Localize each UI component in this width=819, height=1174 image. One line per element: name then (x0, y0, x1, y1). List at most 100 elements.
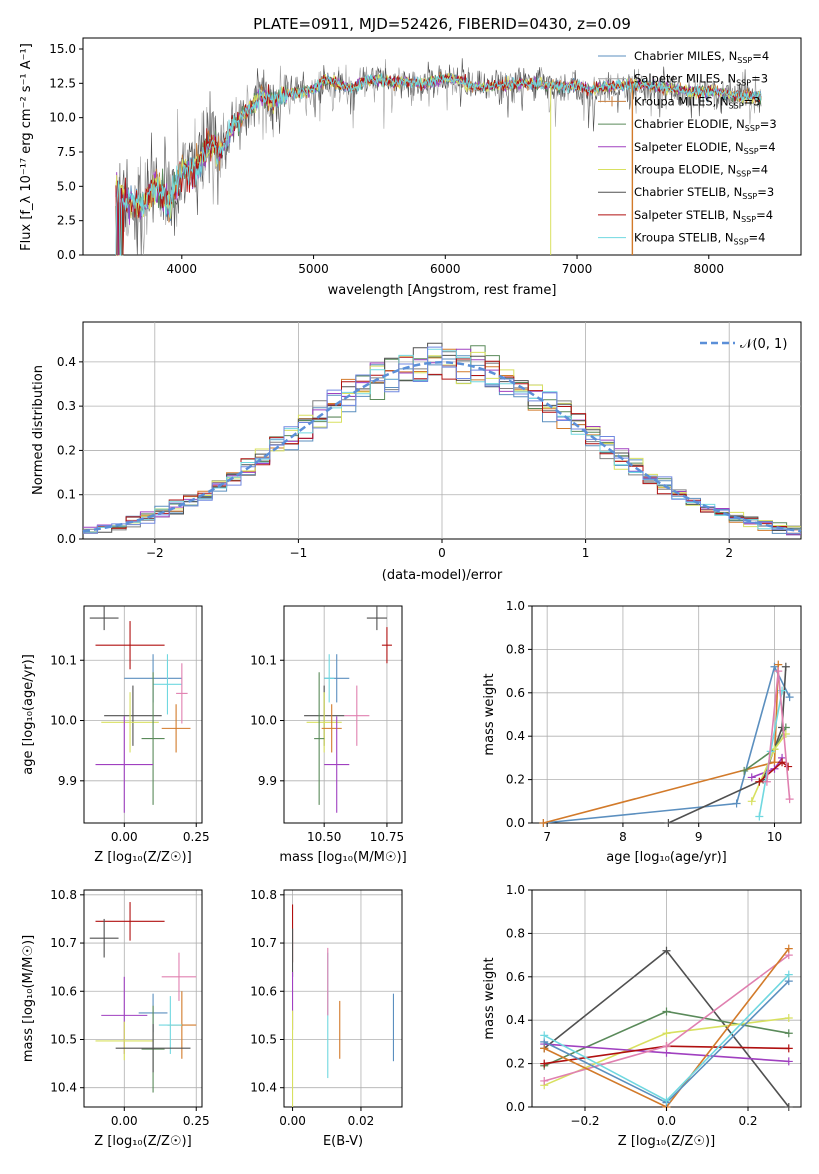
residual-ytick-label: 0.2 (57, 443, 76, 457)
residual-xlabel: (data-model)/error (382, 568, 503, 583)
spectrum-panel: 4000 5000 6000 7000 8000 0.0 2.5 5.0 7.5 10.0 12.5… (19, 37, 802, 298)
age-vs-z-panel: 0.00 0.25 9.9 10.0 10.1 Z [log₁₀(Z/Z☉)] age [l… (21, 605, 210, 865)
xtick-label: 8 (619, 830, 627, 844)
xtick-label: 10.75 (370, 830, 404, 844)
ytick-label: 0.4 (506, 729, 525, 743)
spectrum-xtick-label: 8000 (694, 262, 725, 276)
xtick-label: 0.25 (183, 1114, 210, 1128)
spectrum-xtick-label: 5000 (298, 262, 329, 276)
residual-histogram-panel: −2 −1 0 1 2 0.0 0.1 0.2 0.3 0.4 𝒩(0, 1) (data-mod… (31, 321, 802, 583)
panel-frame (83, 605, 203, 824)
legend-label: Kroupa STELIB, NSSP=4 (634, 231, 765, 247)
ytick-label: 0.8 (506, 926, 525, 940)
panel-frame (283, 889, 403, 1108)
panel-frame (283, 605, 403, 824)
ytick-label: 0.2 (506, 773, 525, 787)
ytick-label: 10.4 (50, 1081, 77, 1095)
xtick-label: 0.02 (348, 1114, 375, 1128)
ytick-label: 0.6 (506, 686, 525, 700)
residual-ytick-label: 0.4 (57, 355, 76, 369)
xtick-label: 9 (695, 830, 703, 844)
weight-point (662, 1042, 671, 1051)
panel-xlabel: Z [log₁₀(Z/Z☉)] (94, 850, 191, 865)
weight-point (784, 1014, 793, 1023)
xtick-label: 10.50 (307, 830, 341, 844)
weight-point (784, 1029, 793, 1038)
xtick-label: 10 (767, 830, 782, 844)
weight-point (664, 819, 673, 827)
weight-point (784, 1057, 793, 1066)
panel-ylabel: mass [log₁₀(M/M☉)] (21, 935, 36, 1062)
xtick-label: 0.2 (738, 1114, 757, 1128)
weight-point (662, 1096, 671, 1105)
xtick-label: 0.00 (279, 1114, 306, 1128)
panel-xlabel: E(B-V) (323, 1134, 363, 1149)
panel-xlabel: mass [log₁₀(M/M☉)] (279, 850, 406, 865)
weight-point (784, 1103, 793, 1111)
spectrum-xtick-label: 7000 (562, 262, 593, 276)
xtick-label: 0.25 (183, 830, 210, 844)
weight-series-line (543, 664, 791, 824)
normal-legend-label: 𝒩(0, 1) (740, 337, 787, 352)
xtick-label: 0.00 (111, 830, 138, 844)
weight-point (732, 799, 741, 808)
xtick-label: 7 (543, 830, 551, 844)
xtick-label: 0.00 (111, 1114, 138, 1128)
spectrum-ytick-label: 5.0 (57, 179, 76, 193)
spectrum-xtick-label: 6000 (430, 262, 461, 276)
residual-xtick-label: −2 (146, 546, 164, 560)
weight-point (540, 1059, 549, 1068)
ytick-label: 0.4 (506, 1013, 525, 1027)
weight-point (781, 662, 790, 671)
panel-frame (83, 889, 203, 1108)
weight-point (784, 1044, 793, 1053)
weight-point (785, 795, 794, 804)
weight-point (755, 812, 764, 821)
residual-ylabel: Normed distribution (31, 365, 46, 495)
weight-point (762, 777, 771, 786)
residual-ytick-label: 0.0 (57, 532, 76, 546)
ytick-label: 10.5 (250, 1032, 277, 1046)
weight-point (662, 946, 671, 955)
legend-label: Salpeter STELIB, NSSP=4 (634, 208, 773, 224)
ytick-label: 10.7 (250, 936, 277, 950)
ytick-label: 10.7 (50, 936, 77, 950)
ytick-label: 1.0 (506, 599, 525, 613)
residual-ytick-label: 0.1 (57, 488, 76, 502)
spectrum-ytick-label: 2.5 (57, 214, 76, 228)
figure-title: PLATE=0911, MJD=52426, FIBERID=0430, z=0… (253, 15, 631, 33)
ytick-label: 10.6 (50, 984, 77, 998)
weight-point (539, 819, 548, 827)
spectrum-ytick-label: 7.5 (57, 145, 76, 159)
ytick-label: 10.5 (50, 1032, 77, 1046)
weight-point (662, 1029, 671, 1038)
weight-point (755, 777, 764, 786)
ytick-label: 10.8 (250, 888, 277, 902)
weight-point (774, 667, 783, 676)
ytick-label: 10.8 (50, 888, 77, 902)
weight-vs-age-panel: 7 8 9 10 0.0 0.2 0.4 0.6 0.8 1.0 age [log₁₀(age/yr… (482, 599, 802, 865)
ytick-label: 10.0 (50, 714, 77, 728)
spectrum-xlabel: wavelength [Angstrom, rest frame] (328, 283, 557, 298)
spectrum-model-line (115, 73, 762, 256)
legend-label: Salpeter MILES, NSSP=3 (634, 72, 768, 88)
weight-point (778, 758, 787, 767)
ytick-label: 9.9 (258, 774, 277, 788)
ytick-label: 0.0 (506, 1100, 525, 1114)
panel-xlabel: Z [log₁₀(Z/Z☉)] (618, 1134, 715, 1149)
ytick-label: 10.4 (250, 1081, 277, 1095)
ytick-label: 0.2 (506, 1057, 525, 1071)
weight-point (770, 662, 779, 671)
legend-label: Salpeter ELODIE, NSSP=4 (634, 140, 776, 156)
spectrum-ytick-label: 0.0 (57, 248, 76, 262)
spectrum-xtick-label: 4000 (167, 262, 198, 276)
weight-point (785, 693, 794, 702)
legend-label: Chabrier MILES, NSSP=4 (634, 49, 769, 65)
residual-xtick-label: −1 (290, 546, 308, 560)
panel-xlabel: Z [log₁₀(Z/Z☉)] (94, 1134, 191, 1149)
panel-ylabel: mass weight (482, 957, 497, 1039)
weight-point (540, 1031, 549, 1040)
ytick-label: 0.6 (506, 970, 525, 984)
spectrum-ytick-label: 10.0 (49, 111, 76, 125)
